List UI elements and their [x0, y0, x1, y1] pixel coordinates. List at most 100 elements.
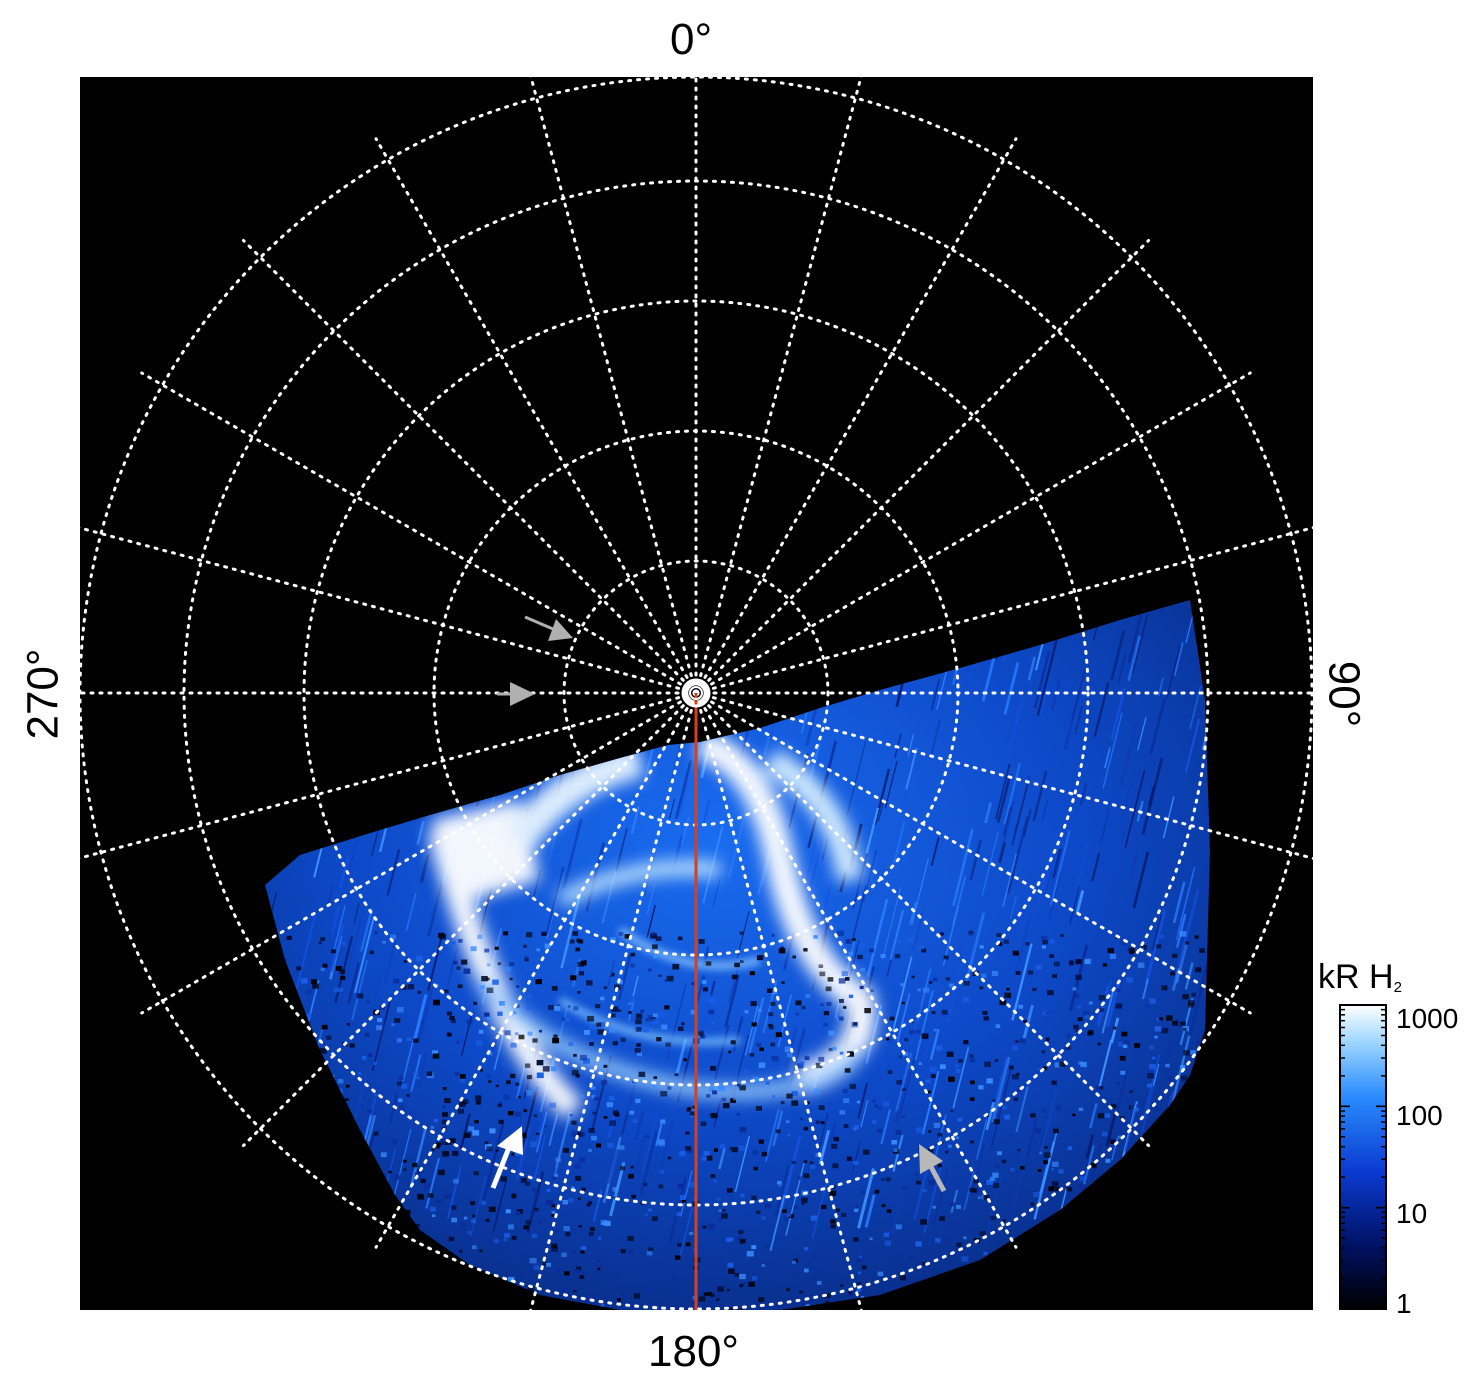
aurora-noise: [815, 1120, 821, 1124]
aurora-noise: [759, 1047, 764, 1052]
aurora-noise: [481, 1200, 486, 1205]
aurora-noise: [542, 1066, 550, 1072]
grid-meridian: [694, 691, 1313, 860]
aurora-noise: [332, 1312, 337, 1316]
aurora-noise: [1035, 964, 1042, 970]
aurora-streak: [1119, 718, 1140, 787]
aurora-noise: [817, 1281, 822, 1285]
aurora-streak: [713, 1024, 730, 1080]
aurora-streak: [459, 1113, 471, 1150]
aurora-streak: [1137, 717, 1147, 751]
aurora-noise: [797, 1176, 802, 1180]
aurora-streak: [877, 799, 885, 822]
aurora-streak: [642, 1113, 658, 1172]
aurora-noise: [733, 1097, 737, 1101]
aurora-noise: [829, 1190, 837, 1196]
aurora-noise: [567, 1197, 574, 1203]
aurora-noise: [403, 960, 407, 963]
aurora-streak: [732, 1016, 744, 1052]
grid-meridian: [241, 691, 698, 1148]
aurora-streak: [695, 974, 706, 1004]
aurora-noise: [758, 1297, 765, 1302]
aurora-streak: [873, 768, 891, 826]
aurora-noise: [660, 1091, 668, 1097]
aurora-noise: [922, 1188, 927, 1193]
aurora-noise: [687, 1182, 695, 1188]
aurora-streak: [384, 932, 399, 984]
aurora-noise: [872, 1120, 877, 1124]
aurora-noise: [804, 1247, 809, 1251]
aurora-streak: [333, 905, 346, 950]
aurora-noise: [589, 1227, 595, 1232]
aurora-streak: [1117, 652, 1127, 683]
aurora-noise: [526, 1006, 530, 1010]
aurora-noise: [373, 1061, 377, 1065]
aurora-streak: [607, 1149, 619, 1184]
aurora-noise: [1170, 971, 1175, 976]
aurora-noise: [736, 1236, 743, 1241]
aurora-noise: [431, 1214, 436, 1218]
aurora-noise: [604, 1192, 609, 1196]
aurora-streak: [909, 1005, 922, 1046]
aurora-noise: [734, 962, 740, 968]
aurora-noise: [454, 1072, 460, 1076]
aurora-streak: [1085, 1134, 1095, 1159]
aurora-noise: [459, 1101, 466, 1107]
aurora-noise: [1102, 963, 1108, 967]
aurora-noise: [810, 1215, 818, 1221]
aurora-noise: [510, 1042, 517, 1048]
aurora-noise: [533, 1114, 538, 1117]
aurora-noise: [476, 1040, 483, 1046]
aurora-noise: [843, 1006, 847, 1009]
aurora-noise: [1077, 1005, 1081, 1009]
aurora-noise: [845, 939, 852, 944]
aurora-noise: [657, 1139, 665, 1145]
aurora-noise: [506, 944, 511, 948]
aurora-noise: [377, 1018, 383, 1022]
aurora-noise: [706, 1312, 710, 1315]
aurora-streak: [994, 763, 1011, 820]
aurora-streak: [1002, 806, 1012, 836]
aurora-noise: [909, 1029, 915, 1035]
aurora-noise: [1042, 1109, 1047, 1113]
aurora-noise: [679, 1150, 686, 1156]
grid-meridian: [694, 137, 1018, 695]
aurora-noise: [824, 1300, 830, 1305]
aurora-noise: [785, 1120, 790, 1123]
aurora-noise: [840, 1212, 847, 1218]
aurora-noise: [1015, 1040, 1019, 1043]
aurora-noise: [836, 1208, 840, 1212]
aurora-noise: [902, 1051, 909, 1057]
aurora-noise: [364, 1032, 370, 1037]
aurora-noise: [689, 1231, 694, 1236]
aurora-streak: [1037, 856, 1051, 906]
aurora-noise: [877, 1271, 884, 1277]
aurora-noise: [373, 1131, 379, 1136]
aurora-noise: [979, 1231, 986, 1236]
aurora-noise: [1182, 1027, 1187, 1032]
aurora-noise: [1069, 959, 1074, 964]
aurora-noise: [603, 986, 608, 990]
aurora-noise: [374, 1093, 378, 1097]
aurora-noise: [497, 962, 502, 965]
aurora-noise: [713, 1148, 718, 1152]
aurora-noise: [546, 1188, 551, 1192]
aurora-streak: [419, 854, 430, 883]
aurora-noise: [963, 1040, 969, 1045]
aurora-noise: [839, 1051, 844, 1055]
aurora-noise: [1025, 942, 1030, 946]
aurora-noise: [517, 1095, 521, 1099]
aurora-streak: [1008, 699, 1023, 753]
aurora-noise: [916, 1029, 921, 1034]
aurora-noise: [749, 971, 755, 976]
aurora-noise: [551, 986, 558, 991]
grid-meridian: [140, 371, 698, 695]
aurora-noise: [804, 1056, 810, 1060]
aurora-noise: [586, 1203, 591, 1207]
aurora-noise: [1049, 954, 1054, 958]
aurora-noise: [939, 1064, 946, 1069]
aurora-noise: [1002, 1219, 1007, 1223]
aurora-noise: [756, 955, 764, 961]
aurora-noise: [388, 1170, 392, 1174]
aurora-noise: [589, 1024, 596, 1030]
